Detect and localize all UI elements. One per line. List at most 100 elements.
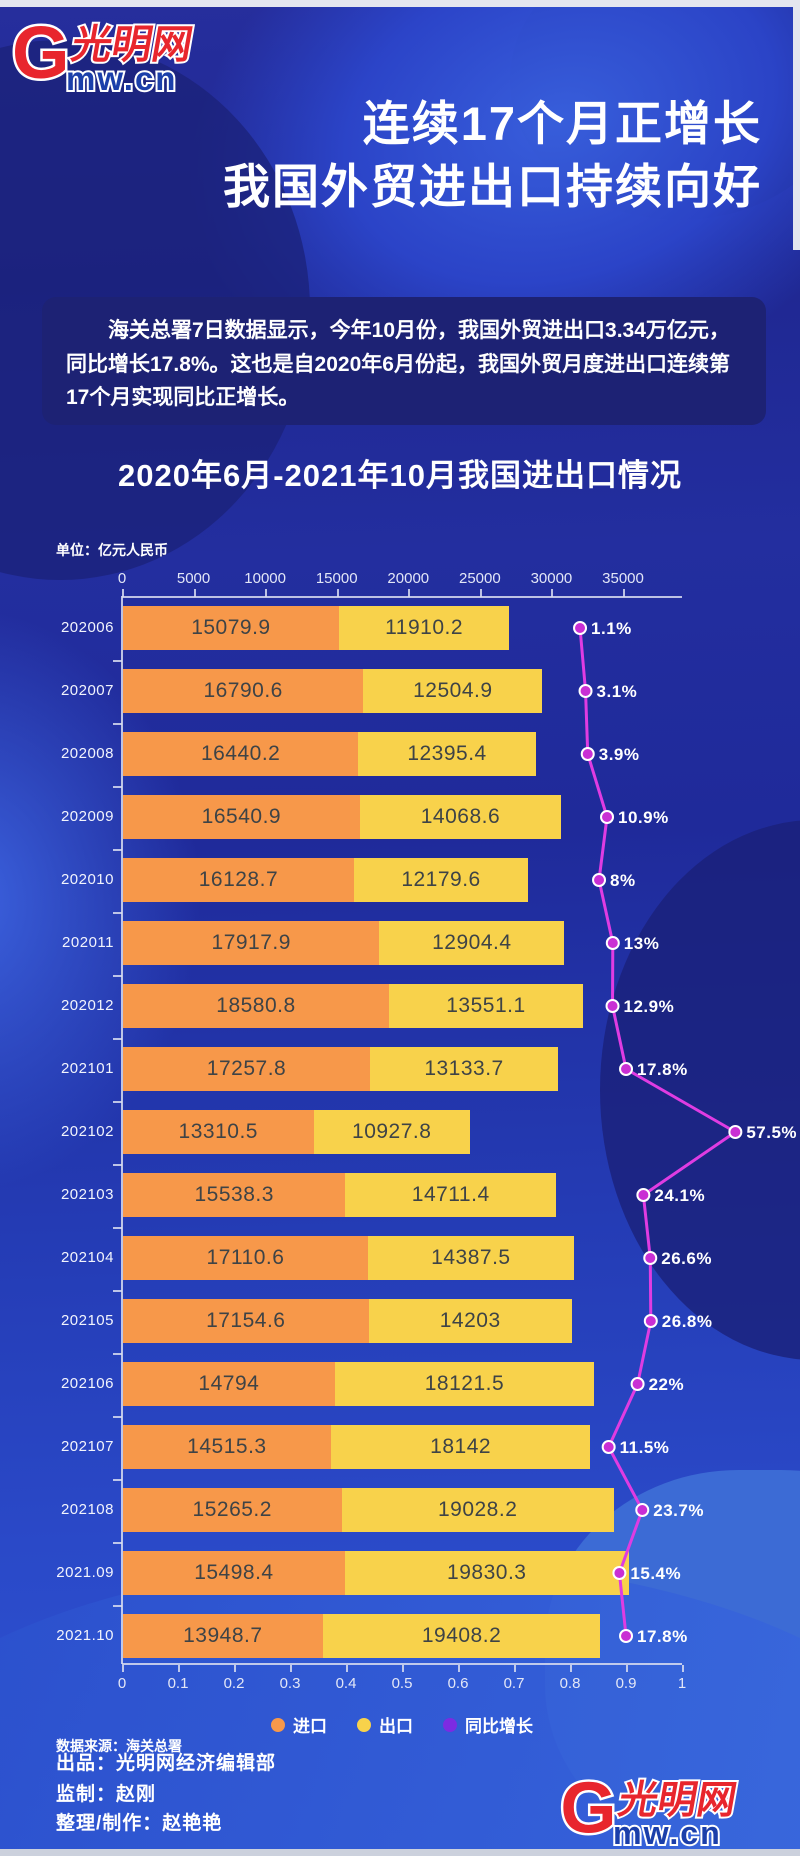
logo-domain: mw.cn: [66, 60, 177, 94]
growth-point: [643, 1251, 658, 1265]
category-axis-tick-mark: [113, 1541, 122, 1544]
export-value-label: 19830.3: [447, 1561, 527, 1584]
growth-point-label: 15.4%: [630, 1564, 681, 1583]
export-value-label: 12395.4: [407, 742, 487, 765]
growth-point: [580, 747, 595, 761]
category-axis-tick-mark: [113, 974, 122, 977]
growth-point-label: 26.6%: [661, 1249, 712, 1268]
secondary-axis-tick-label: 0: [117, 1675, 127, 1692]
category-axis-tick-mark: [113, 848, 122, 851]
bar-category-label: 202103: [60, 1186, 114, 1203]
import-bar: 17154.6: [123, 1299, 369, 1343]
growth-point-label: 10.9%: [618, 808, 669, 827]
export-bar: 14068.6: [359, 795, 562, 839]
chart-legend: 进口 出口 同比增长: [122, 1712, 682, 1737]
import-value-label: 16440.2: [200, 742, 281, 765]
growth-point-label: 13%: [624, 934, 660, 953]
growth-point: [643, 1314, 658, 1328]
chart-unit-label: 单位：亿元人民币: [56, 542, 168, 558]
export-bar: 19408.2: [322, 1614, 601, 1658]
secondary-axis-tick-mark: [346, 1665, 348, 1672]
legend-dot-icon: [443, 1717, 457, 1732]
logo-cn-name: 光明网: [68, 22, 196, 67]
growth-point: [573, 621, 588, 635]
import-value-label: 13948.7: [183, 1624, 263, 1647]
legend-item: 进口: [271, 1712, 327, 1737]
growth-point-label: 22%: [649, 1375, 685, 1394]
secondary-axis-tick-label: 0.6: [447, 1675, 469, 1692]
bar-category-label: 202012: [60, 997, 114, 1014]
category-axis-line: [121, 596, 123, 1664]
growth-point: [601, 1440, 616, 1454]
export-value-label: 10927.8: [352, 1120, 432, 1143]
import-bar: 16540.9: [123, 795, 360, 839]
import-value-label: 16540.9: [201, 805, 282, 828]
growth-point: [619, 1629, 634, 1643]
import-value-label: 14794: [198, 1372, 260, 1395]
secondary-axis-tick-label: 0.9: [615, 1675, 637, 1692]
export-value-label: 14068.6: [420, 805, 501, 828]
growth-point-label: 24.1%: [654, 1186, 705, 1205]
export-value-label: 18121.5: [424, 1372, 505, 1395]
bar-category-label: 202102: [60, 1123, 114, 1140]
import-value-label: 15498.4: [194, 1561, 274, 1584]
export-value-label: 18142: [430, 1435, 492, 1458]
export-bar: 18121.5: [334, 1362, 595, 1406]
bar-category-label: 202008: [60, 745, 114, 762]
export-bar: 13551.1: [388, 984, 583, 1028]
growth-point-label: 23.7%: [653, 1501, 704, 1520]
category-axis-tick-mark: [113, 1100, 122, 1103]
secondary-axis-tick-mark: [122, 1665, 124, 1672]
secondary-axis-tick-mark: [402, 1665, 404, 1672]
legend-label: 进口: [293, 1717, 327, 1736]
secondary-axis-tick-mark: [682, 1665, 684, 1672]
secondary-axis-tick-mark: [458, 1665, 460, 1672]
secondary-axis-tick-mark: [234, 1665, 236, 1672]
bar-category-label: 2021.10: [56, 1627, 114, 1644]
import-value-label: 17154.6: [206, 1309, 286, 1332]
import-bar: 13948.7: [123, 1614, 323, 1658]
logo-domain: mw.cn: [613, 1815, 722, 1848]
export-bar: 12395.4: [358, 732, 536, 776]
export-value-label: 19408.2: [421, 1624, 502, 1647]
export-bar: 18142: [330, 1425, 591, 1469]
secondary-axis-tick-label: 0.1: [167, 1675, 189, 1692]
bar-category-label: 202108: [60, 1501, 114, 1518]
page-title-line1: 连续17个月正增长: [362, 97, 762, 150]
gmw-logo: G 光明网 mw.cn: [10, 12, 198, 94]
growth-point: [600, 810, 615, 824]
category-axis-tick-mark: [113, 1478, 122, 1481]
bar-category-label: 202101: [60, 1060, 114, 1077]
bar-category-label: 202106: [60, 1375, 114, 1392]
export-bar: 14203: [368, 1299, 572, 1343]
bar-category-label: 202009: [60, 808, 114, 825]
value-axis-tick-label: 5000: [176, 570, 211, 587]
import-value-label: 17917.9: [211, 931, 291, 954]
secondary-axis-tick-label: 0.8: [559, 1675, 581, 1692]
export-value-label: 14203: [439, 1309, 501, 1332]
secondary-axis-tick-mark: [178, 1665, 180, 1672]
value-axis-tick-label: 25000: [458, 570, 501, 587]
value-axis-tick-label: 35000: [602, 570, 644, 587]
export-bar: 14387.5: [367, 1236, 574, 1280]
export-value-label: 19028.2: [437, 1498, 518, 1521]
export-bar: 19028.2: [341, 1488, 614, 1532]
category-axis-tick-mark: [113, 1289, 122, 1292]
category-axis-tick-mark: [113, 1226, 122, 1229]
export-value-label: 12504.9: [413, 679, 493, 702]
growth-point: [619, 1062, 634, 1076]
import-bar: 16128.7: [123, 858, 354, 902]
bar-category-label: 202006: [60, 619, 114, 636]
import-bar: 15538.3: [123, 1173, 346, 1217]
secondary-axis-tick-mark: [290, 1665, 292, 1672]
growth-point-label: 17.8%: [637, 1060, 688, 1079]
value-axis-tick-mark: [479, 589, 482, 597]
growth-point: [592, 873, 607, 887]
intro-panel: 海关总署7日数据显示，今年10月份，我国外贸进出口3.34万亿元，同比增长17.…: [42, 297, 766, 425]
growth-point-label: 17.8%: [637, 1627, 688, 1646]
category-axis-tick-mark: [113, 911, 122, 914]
value-axis-tick-mark: [265, 589, 268, 597]
growth-point-label: 8%: [610, 871, 636, 890]
legend-label: 同比增长: [465, 1717, 533, 1736]
